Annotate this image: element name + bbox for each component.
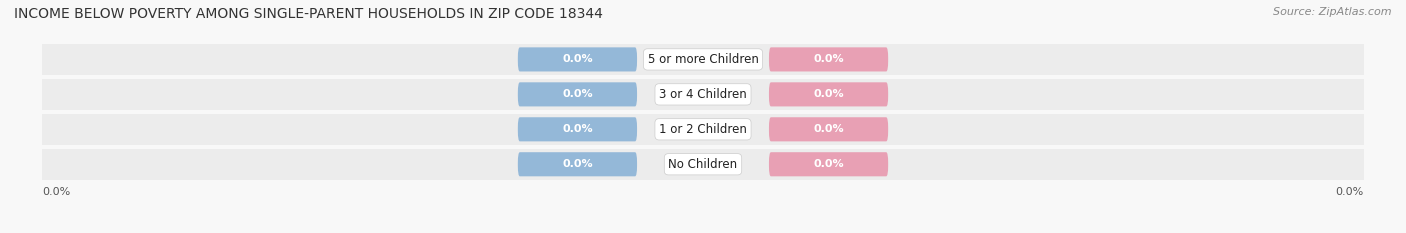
FancyBboxPatch shape [517, 152, 637, 176]
Text: 0.0%: 0.0% [813, 124, 844, 134]
FancyBboxPatch shape [517, 82, 637, 106]
Text: 0.0%: 0.0% [562, 89, 593, 99]
Text: No Children: No Children [668, 158, 738, 171]
Text: 0.0%: 0.0% [562, 124, 593, 134]
Text: 3 or 4 Children: 3 or 4 Children [659, 88, 747, 101]
Text: 0.0%: 0.0% [813, 89, 844, 99]
Bar [42, 44, 1364, 75]
Bar [42, 114, 1364, 145]
FancyBboxPatch shape [769, 152, 889, 176]
FancyBboxPatch shape [769, 117, 889, 141]
Bar [42, 79, 1364, 110]
Text: 0.0%: 0.0% [42, 187, 70, 197]
Text: 0.0%: 0.0% [1336, 187, 1364, 197]
Text: 0.0%: 0.0% [813, 55, 844, 64]
FancyBboxPatch shape [517, 47, 637, 72]
Text: INCOME BELOW POVERTY AMONG SINGLE-PARENT HOUSEHOLDS IN ZIP CODE 18344: INCOME BELOW POVERTY AMONG SINGLE-PARENT… [14, 7, 603, 21]
FancyBboxPatch shape [769, 82, 889, 106]
Text: 0.0%: 0.0% [813, 159, 844, 169]
Bar [42, 149, 1364, 180]
Text: Source: ZipAtlas.com: Source: ZipAtlas.com [1274, 7, 1392, 17]
Text: 5 or more Children: 5 or more Children [648, 53, 758, 66]
Text: 0.0%: 0.0% [562, 55, 593, 64]
Text: 1 or 2 Children: 1 or 2 Children [659, 123, 747, 136]
FancyBboxPatch shape [517, 117, 637, 141]
Text: 0.0%: 0.0% [562, 159, 593, 169]
FancyBboxPatch shape [769, 47, 889, 72]
